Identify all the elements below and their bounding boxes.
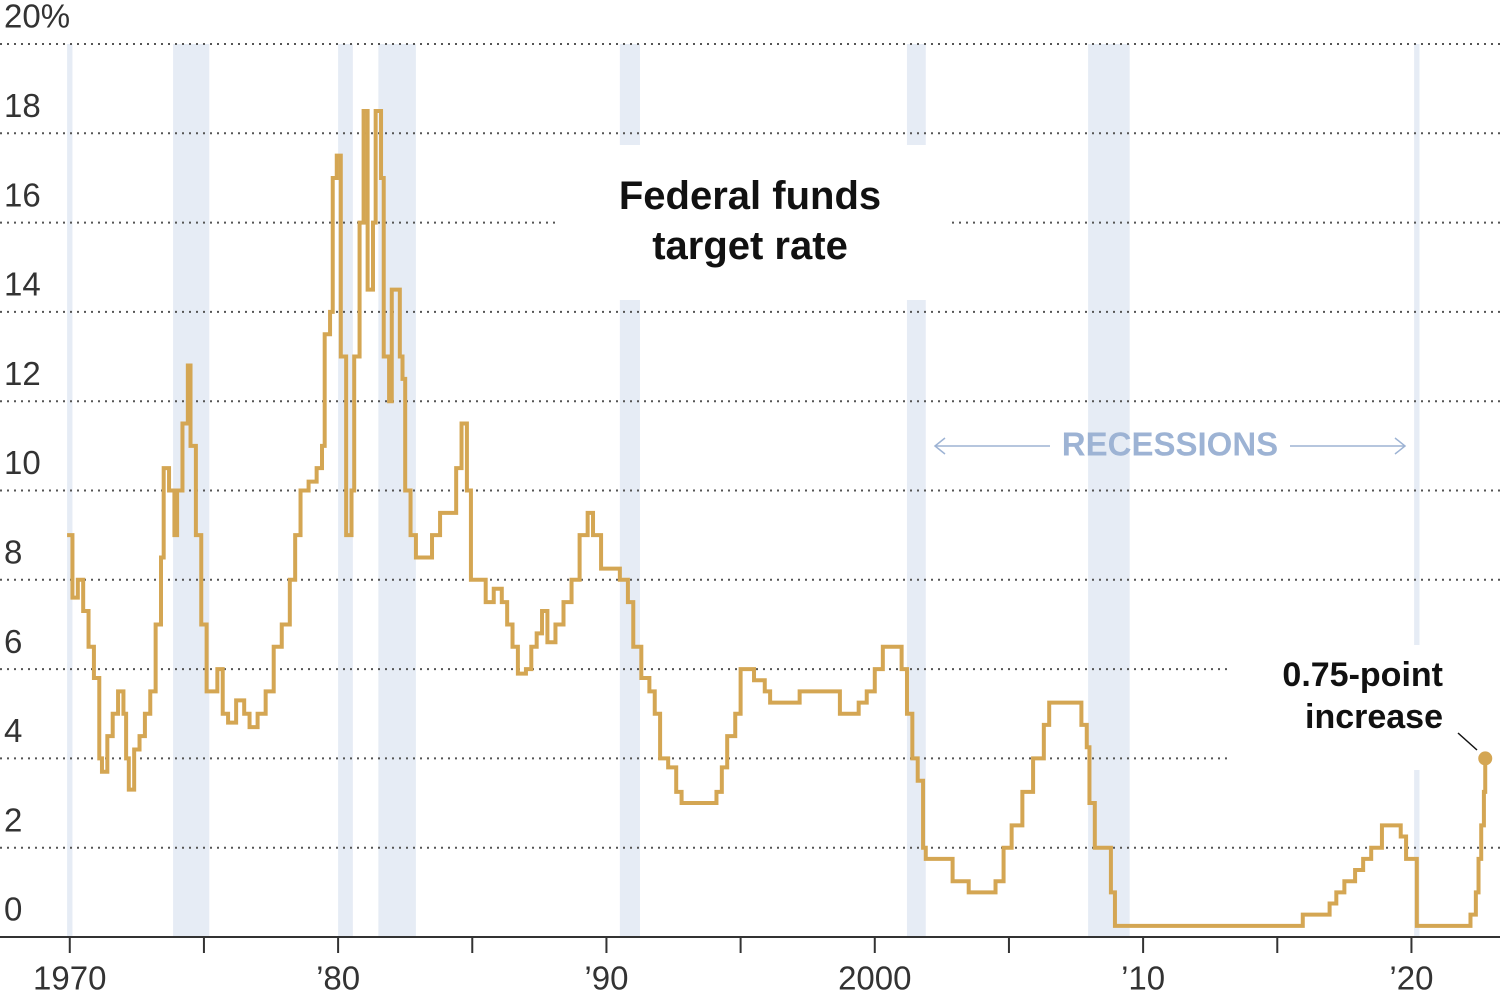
y-tick-label: 10	[4, 444, 41, 481]
end-dot	[1478, 751, 1493, 766]
y-tick-label: 12	[4, 355, 41, 392]
x-tick-label: ’20	[1389, 960, 1433, 997]
rate-line	[67, 108, 1488, 928]
y-tick-label: 20%	[4, 0, 70, 35]
title-backdrop	[560, 145, 948, 300]
y-tick-label: 0	[4, 891, 22, 928]
y-tick-label: 4	[4, 712, 22, 749]
recession-label: RECESSIONS	[1062, 426, 1278, 463]
x-tick-label: ’90	[584, 960, 628, 997]
y-tick-label: 14	[4, 266, 41, 303]
leader-line	[1457, 732, 1478, 751]
recession-band	[1414, 44, 1420, 937]
y-tick-label: 6	[4, 623, 22, 660]
y-tick-label: 18	[4, 87, 41, 124]
annotation-backdrop	[1228, 645, 1500, 770]
x-tick-label: 1970	[33, 960, 106, 997]
arrow-head	[1394, 437, 1407, 455]
x-tick-label: 2000	[838, 960, 911, 997]
annotation: 0.75-point increase	[1282, 656, 1443, 736]
x-tick-label: ’80	[316, 960, 360, 997]
arrow-head	[933, 437, 946, 455]
y-tick-label: 8	[4, 534, 22, 571]
y-tick-label: 2	[4, 801, 22, 838]
recession-band	[67, 44, 73, 937]
chart-title: Federal funds target rate	[619, 174, 881, 268]
y-tick-label: 16	[4, 176, 41, 213]
x-tick-label: ’10	[1121, 960, 1165, 997]
recession-band	[1088, 44, 1130, 937]
